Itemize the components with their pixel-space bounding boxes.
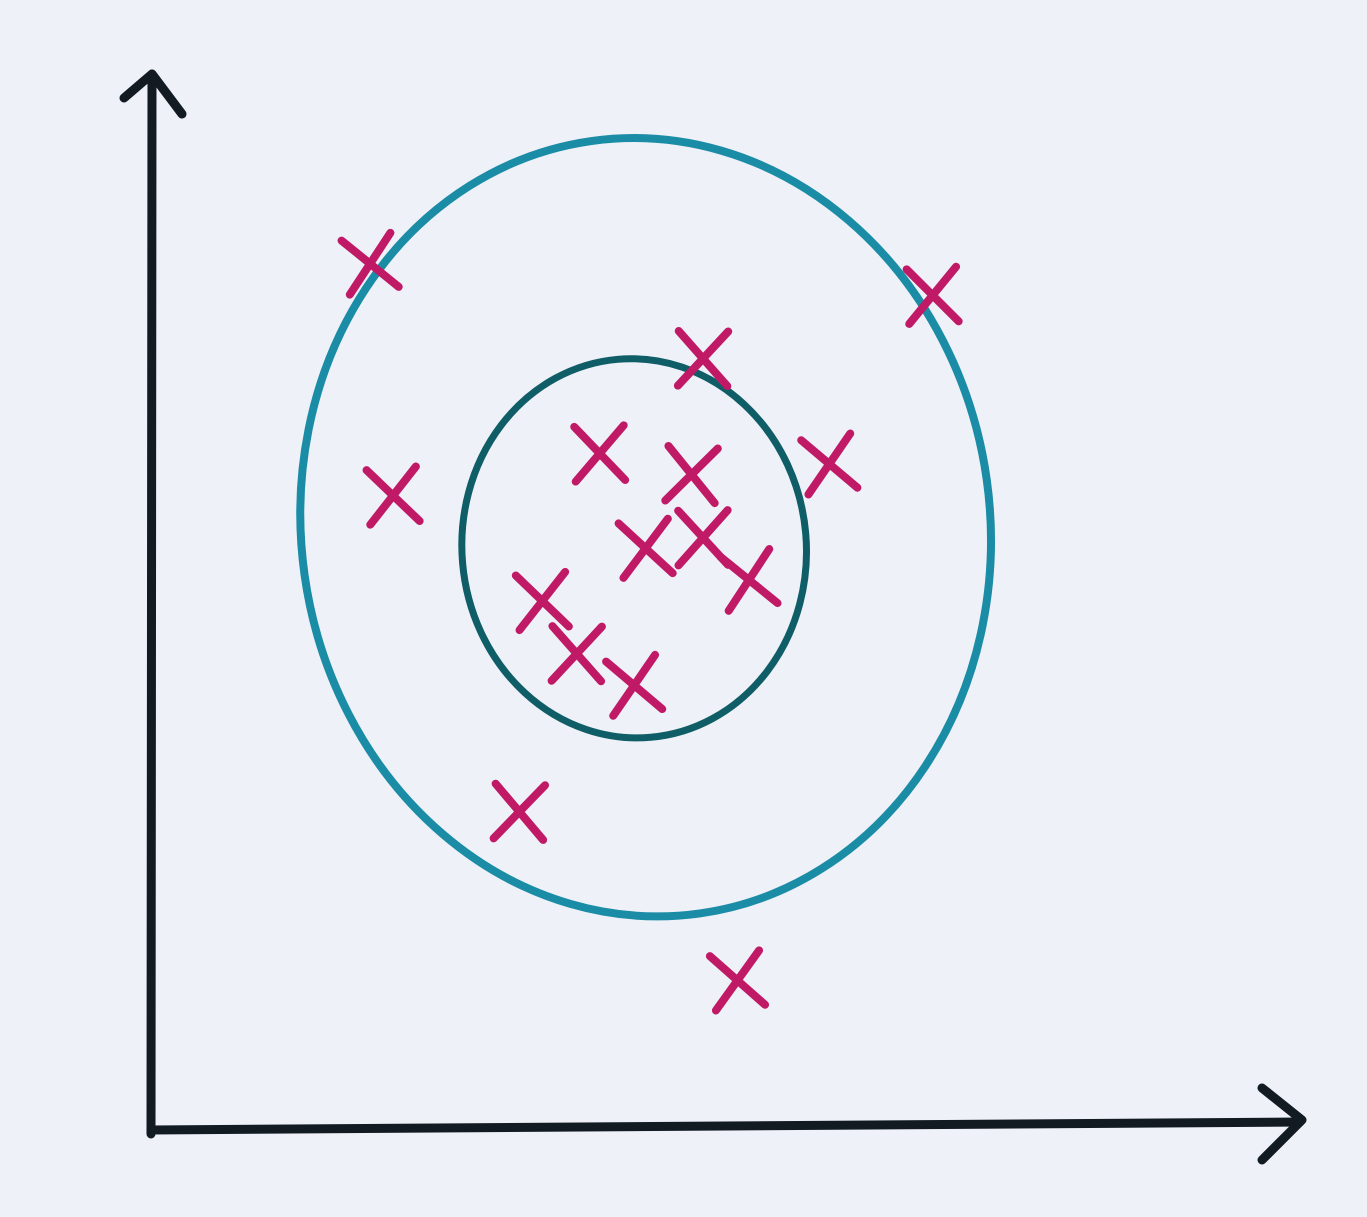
x-axis-arrowhead xyxy=(1257,1083,1307,1165)
x-marker-stroke xyxy=(674,506,732,570)
x-marker-stroke xyxy=(661,444,722,505)
x-marker xyxy=(362,462,424,529)
x-marker xyxy=(511,567,573,635)
x-marker-stroke xyxy=(905,262,961,328)
x-marker xyxy=(705,946,770,1015)
x-marker-stroke xyxy=(366,462,420,529)
x-marker-stroke xyxy=(619,514,672,582)
x-marker xyxy=(661,441,722,508)
x-marker-stroke xyxy=(515,567,570,635)
inner-contour xyxy=(458,355,810,742)
x-marker xyxy=(570,421,630,486)
x-marker-stroke xyxy=(609,650,660,720)
x-marker-stroke xyxy=(711,946,764,1015)
x-marker xyxy=(614,514,677,582)
x-marker xyxy=(337,228,403,299)
x-marker-stroke xyxy=(673,327,733,390)
x-marker-stroke xyxy=(489,781,550,843)
x-marker xyxy=(547,622,606,686)
data-points xyxy=(337,228,963,1015)
x-marker-stroke xyxy=(724,545,774,615)
contours xyxy=(296,134,995,921)
axes xyxy=(119,69,1307,1165)
x-marker xyxy=(716,545,782,615)
x-marker xyxy=(797,429,862,499)
x-marker xyxy=(902,262,963,328)
x-marker xyxy=(489,779,550,844)
x-marker-stroke xyxy=(345,228,395,299)
x-axis xyxy=(146,1117,1305,1135)
x-marker xyxy=(673,326,733,391)
x-marker-stroke xyxy=(804,429,855,499)
x-marker xyxy=(602,650,667,720)
y-axis-arrowhead xyxy=(119,69,187,119)
x-marker-stroke xyxy=(547,622,606,685)
outer-contour xyxy=(296,134,995,921)
y-axis xyxy=(146,69,157,1139)
x-marker-stroke xyxy=(571,421,628,486)
